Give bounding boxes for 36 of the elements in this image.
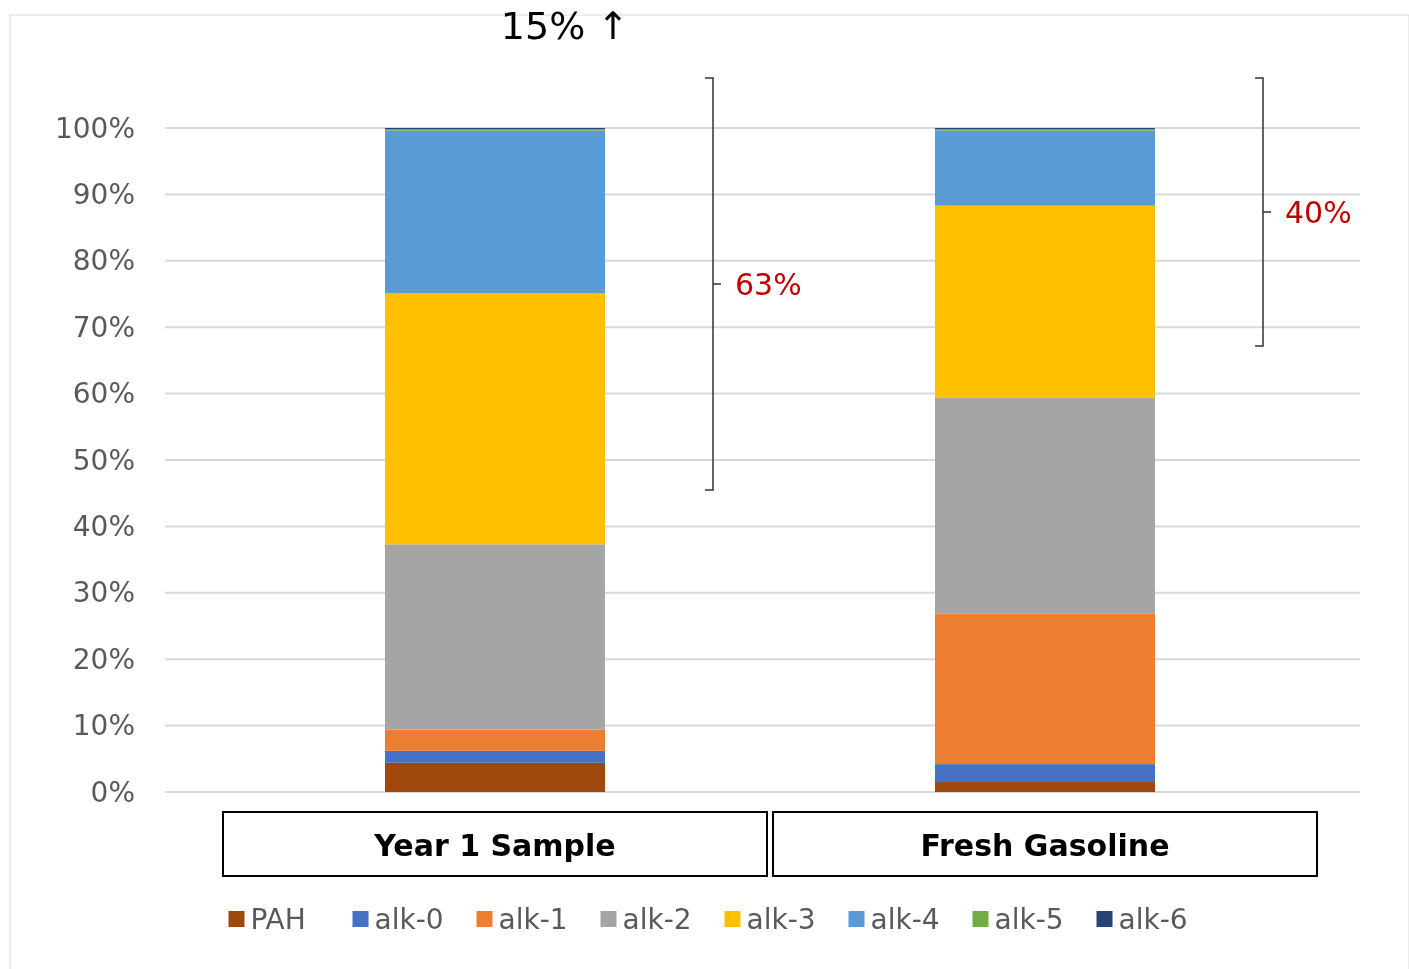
annotation: 63% bbox=[735, 266, 802, 302]
y-tick-label: 50% bbox=[72, 443, 135, 477]
bar bbox=[385, 130, 605, 294]
bar bbox=[935, 397, 1155, 614]
bar bbox=[385, 544, 605, 730]
legend-label: alk-2 bbox=[622, 902, 692, 936]
y-tick-label: 0% bbox=[90, 775, 135, 809]
y-tick-label: 40% bbox=[72, 509, 135, 543]
y-tick-label: 60% bbox=[72, 377, 135, 411]
bar bbox=[935, 782, 1155, 792]
bar bbox=[385, 762, 605, 792]
bar bbox=[385, 750, 605, 763]
bar bbox=[935, 205, 1155, 398]
y-tick-label: 80% bbox=[72, 244, 135, 278]
legend-label: alk-1 bbox=[498, 902, 568, 936]
legend-label: alk-0 bbox=[374, 902, 444, 936]
annotation: 40% bbox=[1285, 194, 1352, 230]
y-tick-label: 90% bbox=[72, 177, 135, 211]
legend-label: alk-6 bbox=[1118, 902, 1188, 936]
y-tick-label: 100% bbox=[54, 111, 135, 145]
y-tick-label: 70% bbox=[72, 310, 135, 344]
y-tick-label: 20% bbox=[72, 642, 135, 676]
x-tick-label: Fresh Gasoline bbox=[920, 827, 1170, 863]
bar bbox=[385, 293, 605, 545]
legend-label: PAH bbox=[250, 902, 306, 936]
legend-label: alk-5 bbox=[994, 902, 1064, 936]
bar bbox=[385, 729, 605, 751]
x-tick-label: Year 1 Sample bbox=[373, 827, 616, 863]
bar bbox=[935, 613, 1155, 765]
y-tick-label: 30% bbox=[72, 576, 135, 610]
legend-label: alk-4 bbox=[870, 902, 940, 936]
y-tick-label: 10% bbox=[72, 709, 135, 743]
text: 15% ↑ bbox=[500, 4, 630, 49]
bar bbox=[935, 764, 1155, 783]
legend-label: alk-3 bbox=[746, 902, 816, 936]
bar bbox=[935, 130, 1155, 206]
